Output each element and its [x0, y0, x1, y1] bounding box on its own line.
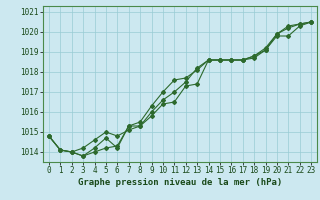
X-axis label: Graphe pression niveau de la mer (hPa): Graphe pression niveau de la mer (hPa) [78, 178, 282, 187]
